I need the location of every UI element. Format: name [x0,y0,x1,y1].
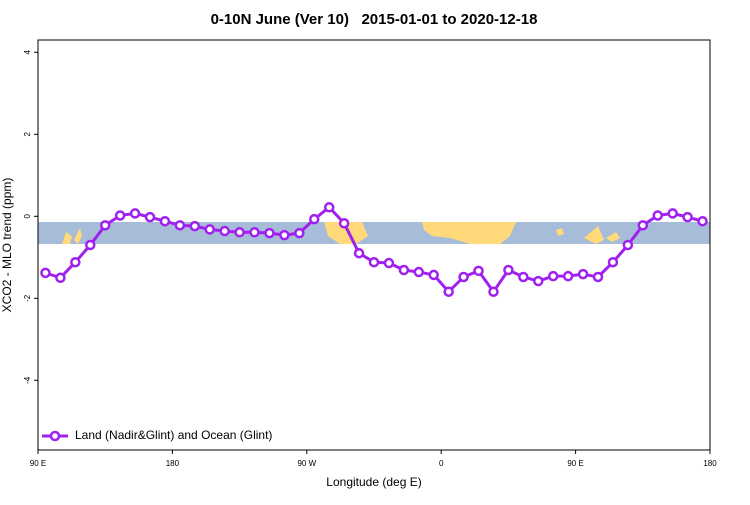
ocean [38,222,710,244]
y-tick-label: 2 [23,132,32,137]
point [368,256,380,268]
point [309,213,320,225]
y-axis-label: XCO2 - MLO trend (ppm) [0,178,14,313]
legend-marker [49,430,61,442]
point [40,267,51,279]
x-tick-label: 180 [703,459,717,468]
point [55,272,66,284]
legend-label: Land (Nadir&Glint) and Ocean (Glint) [75,428,272,442]
point [562,270,574,282]
point [413,266,425,278]
x-axis-label: Longitude (deg E) [326,475,421,489]
y-tick-label: -4 [23,376,32,384]
point [189,220,201,232]
land [422,222,516,244]
point [458,271,469,283]
point [129,208,141,219]
point [547,270,559,282]
point [204,224,215,235]
point [607,256,619,268]
point [622,239,634,251]
point [637,220,649,231]
point [249,227,260,238]
point [99,220,111,231]
point [533,275,544,287]
point [70,256,81,268]
point [338,218,350,229]
chart-title: 0-10N June (Ver 10) 2015-01-01 to 2020-1… [211,11,538,28]
point [518,271,529,283]
point [577,268,589,280]
point [428,269,439,281]
x-tick-label: 180 [166,459,180,468]
point [697,215,708,227]
point [473,265,484,277]
point [279,229,290,241]
land [324,222,368,244]
point [219,225,230,237]
point [652,210,663,221]
point [398,264,410,276]
land [62,228,82,244]
land [556,226,620,244]
y-tick-label: -2 [23,294,32,302]
point [159,215,171,227]
x-tick-label: 0 [439,459,444,468]
point [264,227,275,239]
x-tick-label: 90 E [567,459,583,468]
point [294,227,305,239]
y-tick-label: 0 [23,214,32,219]
point [443,286,454,297]
point [503,264,514,276]
point [667,208,678,219]
point [174,220,186,231]
point [682,211,693,223]
point [323,202,335,213]
point [488,286,499,297]
series-line [44,205,703,295]
point [353,247,365,259]
x-tick-label: 90 W [297,459,316,468]
point [234,227,245,238]
plot-frame [37,39,711,451]
y-tick-label: 4 [23,50,32,55]
point [114,210,126,221]
point [383,257,395,269]
map-band [38,222,710,244]
point [85,239,96,251]
x-tick-label: 90 E [30,459,46,468]
point [144,211,156,223]
point [592,271,604,283]
